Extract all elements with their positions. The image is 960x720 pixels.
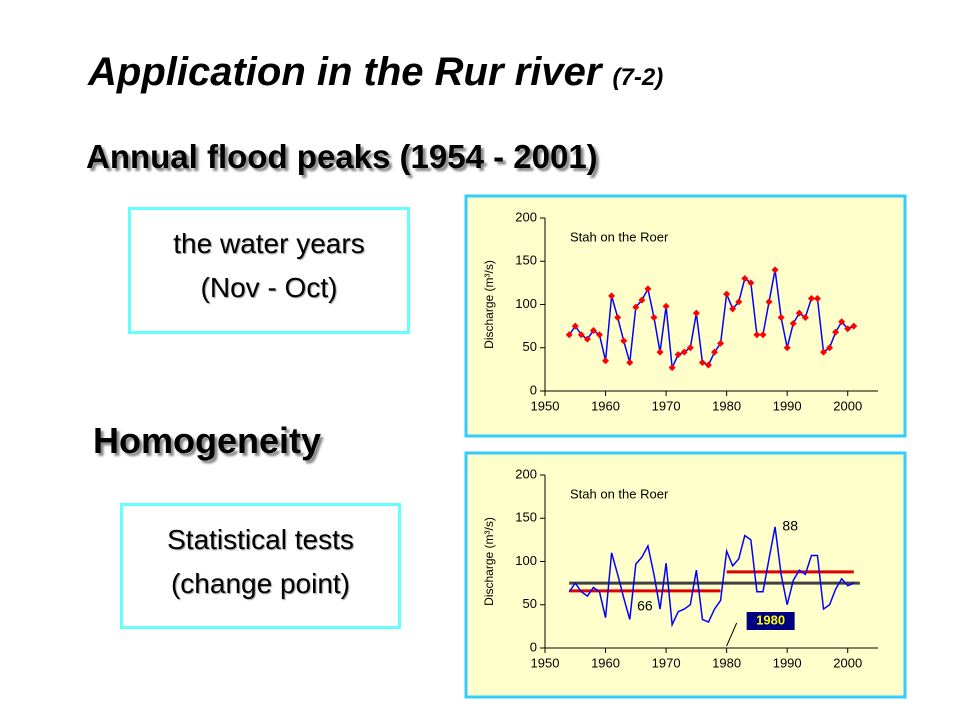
y-tick-label: 50	[523, 339, 537, 354]
marker	[711, 348, 719, 356]
note-line: the water years	[173, 228, 365, 259]
marker	[717, 339, 725, 347]
marker	[650, 313, 658, 321]
marker	[698, 358, 706, 366]
marker	[783, 344, 791, 352]
marker	[680, 348, 688, 356]
marker	[723, 290, 731, 298]
x-tick-label: 1970	[652, 398, 681, 413]
heading: Homogeneity	[93, 420, 322, 461]
marker	[692, 309, 700, 317]
x-tick-label: 1950	[531, 398, 560, 413]
marker	[826, 344, 834, 352]
marker	[820, 348, 828, 356]
marker	[620, 337, 628, 345]
marker	[662, 302, 670, 310]
slide-title: Application in the Rur river	[88, 50, 602, 94]
marker	[704, 361, 712, 369]
marker	[595, 331, 603, 339]
x-tick-label: 2000	[833, 655, 862, 670]
series-line	[568, 269, 855, 371]
x-tick-label: 1980	[712, 655, 741, 670]
x-tick-label: 1960	[591, 398, 620, 413]
chart-frame	[464, 194, 907, 438]
marker	[850, 322, 858, 330]
level-label: 88	[782, 518, 798, 534]
marker	[602, 357, 610, 365]
title-line: Application in the Rur river (7-2)	[88, 50, 663, 95]
marker	[589, 326, 597, 334]
y-tick-label: 150	[515, 510, 537, 525]
marker	[741, 275, 749, 283]
note-box: Statistical tests (change point)	[120, 503, 401, 629]
marker	[577, 331, 585, 339]
note-line: (Nov - Oct)	[200, 272, 338, 303]
marker	[753, 331, 761, 339]
marker	[759, 331, 767, 339]
marker	[807, 294, 815, 302]
y-tick-label: 200	[515, 209, 537, 224]
subtitle: Annual flood peaks (1954 - 2001)	[86, 138, 598, 175]
change-point-box	[746, 612, 795, 630]
marker	[614, 313, 622, 321]
marker	[686, 344, 694, 352]
change-point-label: 1980	[756, 612, 785, 627]
change-point-leader	[726, 622, 738, 647]
marker	[571, 322, 579, 330]
series-line	[568, 526, 855, 628]
y-tick-label: 150	[515, 253, 537, 268]
x-tick-label: 2000	[833, 398, 862, 413]
marker	[735, 298, 743, 306]
y-axis-label: Discharge (m³/s)	[482, 260, 496, 349]
marker	[644, 285, 652, 293]
y-tick-label: 200	[515, 466, 537, 481]
y-axis-label: Discharge (m³/s)	[482, 517, 496, 606]
marker	[626, 358, 634, 366]
y-tick-label: 100	[515, 296, 537, 311]
level-label: 66	[637, 598, 653, 614]
y-tick-label: 100	[515, 553, 537, 568]
marker	[747, 279, 755, 287]
marker	[813, 294, 821, 302]
y-tick-label: 0	[530, 639, 537, 654]
x-tick-label: 1970	[652, 655, 681, 670]
marker	[632, 303, 640, 311]
marker	[638, 296, 646, 304]
x-tick-label: 1980	[712, 398, 741, 413]
marker	[729, 305, 737, 313]
chart-frame	[464, 451, 907, 699]
slide-title-tag: (7-2)	[612, 64, 664, 91]
note-line: (change point)	[170, 568, 350, 599]
marker	[844, 325, 852, 333]
marker	[832, 328, 840, 336]
marker	[765, 298, 773, 306]
x-tick-label: 1990	[773, 655, 802, 670]
marker	[565, 331, 573, 339]
marker	[801, 313, 809, 321]
marker	[583, 335, 591, 343]
marker	[668, 364, 676, 372]
chart-title: Stah on the Roer	[570, 229, 669, 244]
marker	[674, 351, 682, 359]
chart-title: Stah on the Roer	[570, 486, 669, 501]
marker	[656, 348, 664, 356]
y-tick-label: 50	[523, 596, 537, 611]
marker	[608, 292, 616, 300]
marker	[789, 320, 797, 328]
x-tick-label: 1990	[773, 398, 802, 413]
note-line: Statistical tests	[167, 524, 354, 555]
y-tick-label: 0	[530, 382, 537, 397]
marker	[771, 266, 779, 274]
marker	[777, 313, 785, 321]
marker	[795, 309, 803, 317]
x-tick-label: 1960	[591, 655, 620, 670]
marker	[838, 318, 846, 326]
note-box: the water years (Nov - Oct)	[128, 207, 410, 334]
x-tick-label: 1950	[531, 655, 560, 670]
